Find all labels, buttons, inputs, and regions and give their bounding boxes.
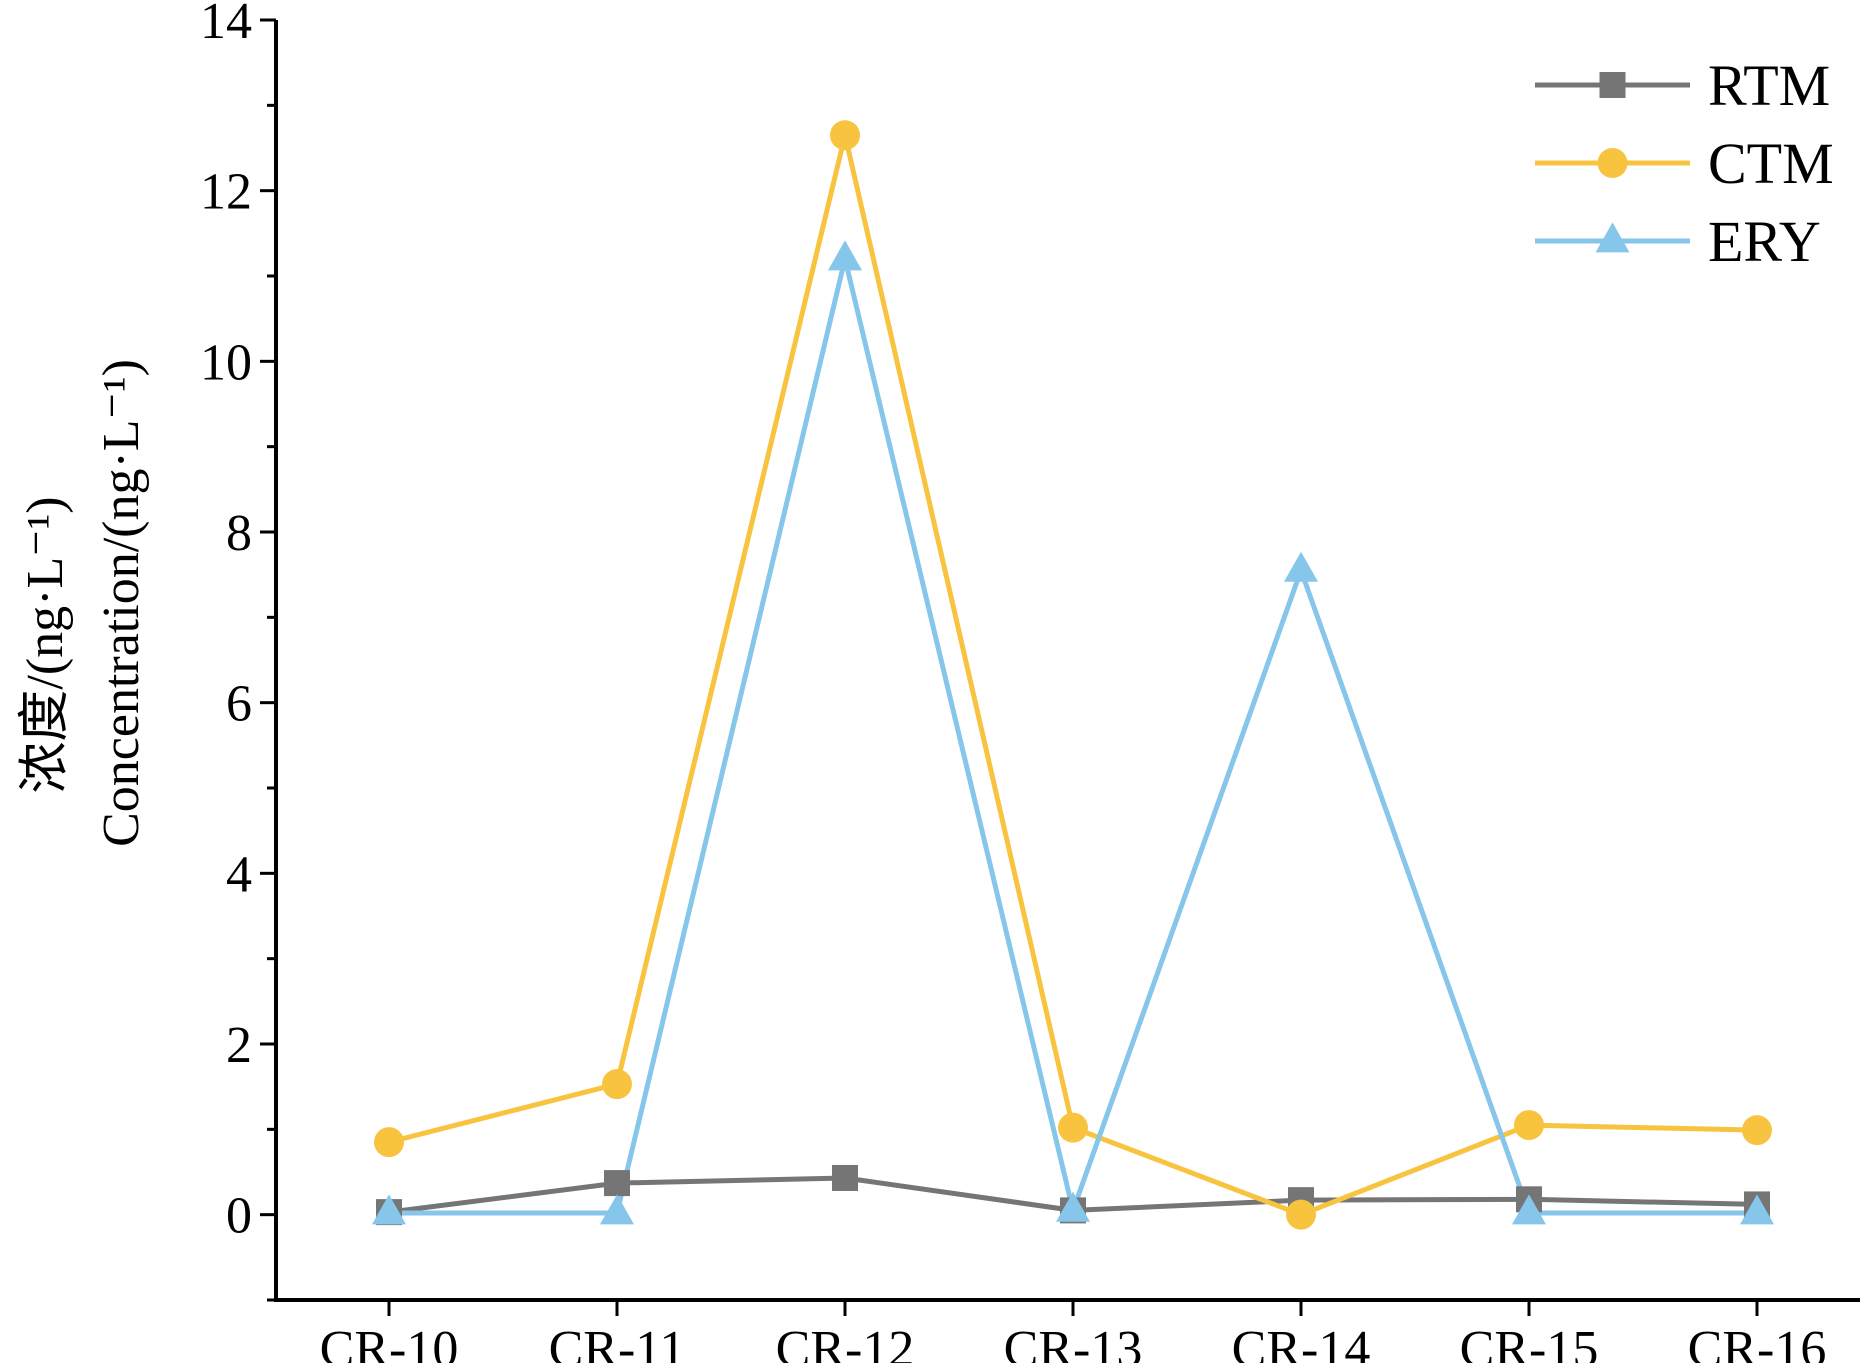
y-tick-label: 8 xyxy=(226,505,252,562)
data-point-ery xyxy=(1512,1194,1546,1225)
data-point-ctm xyxy=(1514,1110,1544,1141)
legend-label-ery: ERY xyxy=(1708,209,1821,274)
data-point-ctm xyxy=(1058,1112,1088,1143)
legend-marker-ery xyxy=(1595,222,1630,253)
x-tick-label: CR-11 xyxy=(549,1321,686,1363)
data-point-ery xyxy=(828,240,862,271)
y-tick-label: 0 xyxy=(226,1188,252,1245)
y-tick-label: 6 xyxy=(226,676,252,733)
x-tick-label: CR-16 xyxy=(1688,1321,1827,1363)
x-tick-label: CR-12 xyxy=(776,1321,915,1363)
x-tick-label: CR-13 xyxy=(1004,1321,1143,1363)
series-markers xyxy=(372,120,1774,1230)
data-point-ctm xyxy=(1286,1199,1316,1230)
y-tick-label: 4 xyxy=(226,846,252,903)
data-point-rtm xyxy=(832,1164,858,1191)
y-axis-title-line-2: Concentration/(ng·L⁻¹) xyxy=(93,359,150,847)
x-tick-label: CR-14 xyxy=(1232,1321,1371,1363)
data-point-ery xyxy=(1740,1194,1774,1225)
y-tick-label: 10 xyxy=(200,334,252,391)
data-point-ery xyxy=(600,1194,634,1225)
data-point-ctm xyxy=(1742,1115,1772,1146)
y-axis-title-line-1: 浓度/(ng·L⁻¹) xyxy=(17,496,74,793)
series-line-ctm xyxy=(388,132,1758,1218)
series-lines xyxy=(388,132,1758,1218)
legend-label-ctm: CTM xyxy=(1708,131,1834,196)
series-line-ery xyxy=(389,256,1757,1216)
legend-marker-ctm xyxy=(1597,148,1628,178)
data-point-ery xyxy=(372,1194,406,1225)
data-point-ctm xyxy=(830,120,860,151)
y-axis-title: 浓度/(ng·L⁻¹) Concentration/(ng·L⁻¹) xyxy=(17,359,150,847)
x-tick-label: CR-15 xyxy=(1460,1321,1599,1363)
y-tick-label: 14 xyxy=(200,0,252,50)
legend-marker-rtm xyxy=(1599,72,1626,98)
chart-axes xyxy=(274,20,1860,1302)
data-point-ery xyxy=(1056,1191,1090,1222)
legend: RTM CTM ERY xyxy=(1535,53,1834,274)
data-point-ctm xyxy=(374,1127,404,1158)
data-point-ctm xyxy=(602,1069,632,1100)
x-tick-label: CR-10 xyxy=(320,1321,459,1363)
axis-ticks: 0 2 4 6 8 10 12 14 CR-10 CR-11 CR-12 CR-13 CR-14 CR-1… xyxy=(200,0,1826,1363)
data-point-ery xyxy=(1284,551,1318,582)
y-tick-label: 12 xyxy=(200,164,252,221)
legend-label-rtm: RTM xyxy=(1708,53,1830,118)
data-point-rtm xyxy=(604,1170,630,1197)
y-tick-label: 2 xyxy=(226,1017,252,1074)
